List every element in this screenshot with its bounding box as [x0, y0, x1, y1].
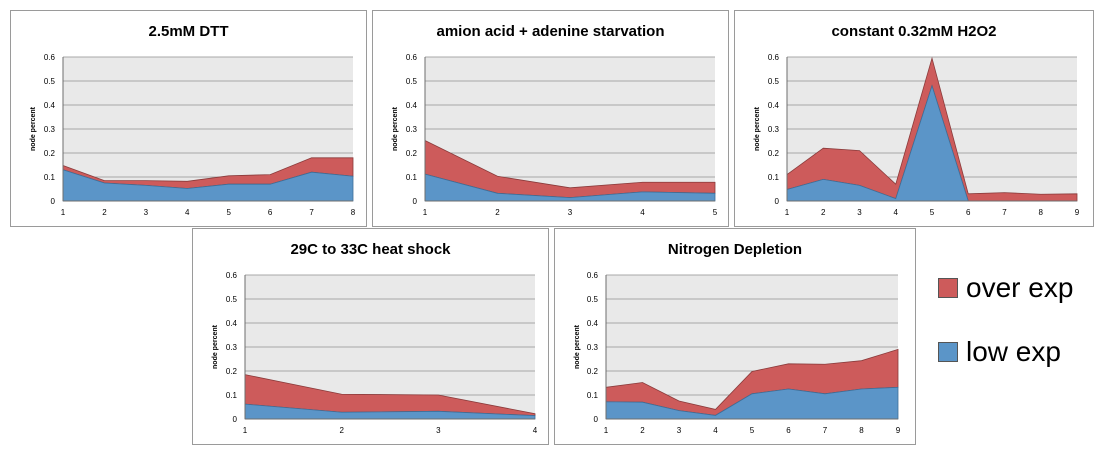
y-tick-label: 0.2: [44, 149, 56, 158]
x-tick-label: 2: [495, 208, 500, 217]
chart-title: amion acid + adenine starvation: [436, 23, 665, 40]
x-tick-label: 6: [786, 426, 791, 435]
y-tick-label: 0.1: [587, 391, 599, 400]
x-tick-label: 7: [823, 426, 828, 435]
y-tick-label: 0.4: [226, 319, 238, 328]
y-tick-label: 0.5: [768, 77, 780, 86]
x-tick-label: 2: [102, 208, 107, 217]
x-tick-label: 4: [185, 208, 190, 217]
x-tick-label: 3: [677, 426, 682, 435]
x-tick-label: 2: [821, 208, 826, 217]
x-tick-label: 1: [61, 208, 66, 217]
x-tick-label: 9: [1075, 208, 1080, 217]
chart-svg: 0 0.1 0.2 0.3 0.4 0.5 0.6 1 2 3 4 node percent: [212, 271, 538, 435]
y-tick-label: 0.6: [768, 53, 780, 62]
y-tick-label: 0.6: [44, 53, 56, 62]
y-tick-label: 0.6: [406, 53, 418, 62]
y-tick-label: 0.3: [226, 343, 238, 352]
legend-swatch-low-exp: [938, 342, 958, 362]
chart-legend: over exp low exp: [938, 272, 1098, 400]
y-tick-label: 0.2: [226, 367, 238, 376]
y-tick-label: 0.1: [768, 173, 780, 182]
y-tick-label: 0.4: [406, 101, 418, 110]
chart-title: 29C to 33C heat shock: [290, 241, 451, 258]
legend-item-over-exp: over exp: [938, 272, 1098, 322]
chart-title: 2.5mM DTT: [148, 23, 229, 40]
chart-panel-nitrogen: Nitrogen Depletion 0 0.1 0.2 0.3 0.4 0.5 0.6 1 2…: [554, 228, 916, 445]
y-tick-label: 0.5: [587, 295, 599, 304]
y-tick-label: 0.2: [587, 367, 599, 376]
y-axis-label: node percent: [754, 106, 761, 151]
y-tick-label: 0.6: [587, 271, 599, 280]
x-tick-label: 3: [144, 208, 149, 217]
y-axis-label: node percent: [574, 324, 581, 369]
y-tick-label: 0.4: [44, 101, 56, 110]
x-tick-label: 4: [533, 426, 538, 435]
x-tick-label: 1: [785, 208, 790, 217]
y-tick-label: 0.2: [406, 149, 418, 158]
y-tick-label: 0: [233, 415, 238, 424]
legend-label-low-exp: low exp: [966, 336, 1061, 367]
y-tick-label: 0.1: [44, 173, 56, 182]
y-tick-label: 0: [413, 197, 418, 206]
x-tick-label: 2: [640, 426, 645, 435]
y-tick-label: 0.3: [587, 343, 599, 352]
x-tick-label: 5: [750, 426, 755, 435]
y-tick-label: 0: [775, 197, 780, 206]
x-tick-label: 3: [857, 208, 862, 217]
y-tick-label: 0.1: [406, 173, 418, 182]
x-tick-label: 9: [896, 426, 901, 435]
y-tick-label: 0.6: [226, 271, 238, 280]
x-tick-label: 6: [268, 208, 273, 217]
y-tick-label: 0: [594, 415, 599, 424]
x-tick-label: 6: [966, 208, 971, 217]
chart-panel-dtt: 2.5mM DTT 0 0.1 0.2 0.3 0.4 0.5 0.6 1 2 3 4 5 6 7 8 nod…: [10, 10, 367, 227]
chart-panel-h2o2: constant 0.32mM H2O2 0 0.1 0.2 0.3 0.4 0.5 0.6…: [734, 10, 1094, 227]
x-tick-label: 5: [930, 208, 935, 217]
y-tick-label: 0.4: [768, 101, 780, 110]
legend-label-over-exp: over exp: [966, 272, 1074, 303]
chart-svg: 0 0.1 0.2 0.3 0.4 0.5 0.6 1 2 3 4 5 node percent: [392, 53, 718, 217]
chart-svg: 0 0.1 0.2 0.3 0.4 0.5 0.6 1 2 3 4 5 6 7 8 9 node percent: [574, 271, 901, 435]
y-axis-label: node percent: [212, 324, 219, 369]
chart-panel-amino-acid: amion acid + adenine starvation 0 0.1 0.2 0…: [372, 10, 729, 227]
y-tick-label: 0.3: [44, 125, 56, 134]
y-tick-label: 0.5: [406, 77, 418, 86]
x-tick-label: 8: [859, 426, 864, 435]
x-tick-label: 8: [1039, 208, 1044, 217]
x-tick-label: 7: [309, 208, 314, 217]
x-tick-label: 4: [640, 208, 645, 217]
y-tick-label: 0.2: [768, 149, 780, 158]
x-tick-label: 8: [351, 208, 356, 217]
chart-svg: 0 0.1 0.2 0.3 0.4 0.5 0.6 1 2 3 4 5 6 7 8 9 node percent: [754, 53, 1080, 217]
y-tick-label: 0.5: [44, 77, 56, 86]
legend-item-low-exp: low exp: [938, 336, 1098, 386]
chart-title: Nitrogen Depletion: [667, 241, 803, 258]
x-tick-label: 1: [243, 426, 248, 435]
y-tick-label: 0.3: [768, 125, 780, 134]
x-tick-label: 1: [423, 208, 428, 217]
y-tick-label: 0: [51, 197, 56, 206]
chart-title: constant 0.32mM H2O2: [831, 23, 997, 40]
chart-svg: 0 0.1 0.2 0.3 0.4 0.5 0.6 1 2 3 4 5 6 7 8 node percent: [30, 53, 356, 217]
legend-swatch-over-exp: [938, 278, 958, 298]
x-tick-label: 3: [436, 426, 441, 435]
x-tick-label: 5: [713, 208, 718, 217]
y-tick-label: 0.4: [587, 319, 599, 328]
x-tick-label: 2: [339, 426, 344, 435]
y-axis-label: node percent: [30, 106, 37, 151]
x-tick-label: 4: [894, 208, 899, 217]
x-tick-label: 1: [604, 426, 609, 435]
y-axis-label: node percent: [392, 106, 399, 151]
y-tick-label: 0.1: [226, 391, 238, 400]
y-tick-label: 0.3: [406, 125, 418, 134]
x-tick-label: 7: [1002, 208, 1007, 217]
chart-panel-heat-shock: 29C to 33C heat shock 0 0.1 0.2 0.3 0.4 0.5 0.…: [192, 228, 549, 445]
x-tick-label: 4: [713, 426, 718, 435]
x-tick-label: 5: [226, 208, 231, 217]
x-tick-label: 3: [568, 208, 573, 217]
y-tick-label: 0.5: [226, 295, 238, 304]
